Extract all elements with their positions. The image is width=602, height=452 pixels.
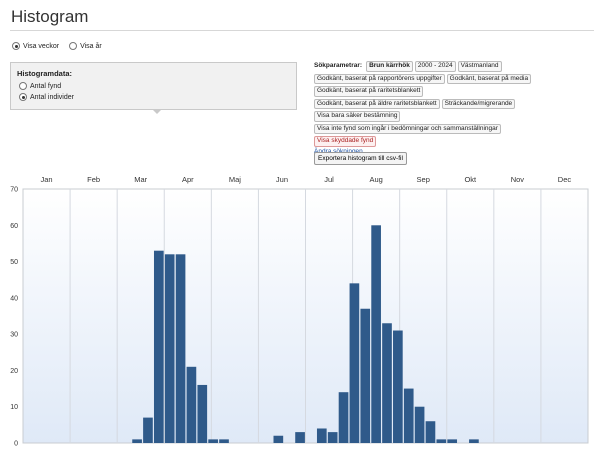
- histogram-bar[interactable]: [425, 421, 436, 443]
- y-tick-label: 30: [10, 332, 18, 339]
- histogram-bar[interactable]: [273, 435, 284, 443]
- search-params-line: Sökparametrar: Brun kärrhök 2000 - 2024 …: [314, 61, 596, 72]
- histogram-bar[interactable]: [349, 283, 360, 443]
- histogram-bar[interactable]: [393, 330, 403, 443]
- change-search-link[interactable]: Ändra sökningen: [314, 147, 363, 155]
- search-params-line: Visa bara säker bestämning: [314, 111, 596, 122]
- histogram-bar[interactable]: [382, 323, 392, 443]
- count-observations-label: Antal fynd: [30, 82, 62, 90]
- histogram-bar[interactable]: [316, 428, 327, 443]
- histogram-bar[interactable]: [197, 384, 208, 443]
- show-weeks-radio[interactable]: [12, 42, 20, 50]
- search-params-line: Visa inte fynd som ingår i bedömningar o…: [314, 123, 596, 134]
- histogram-bar[interactable]: [371, 225, 381, 443]
- histogram-chart: Jan Feb Mar Apr Maj Jun Jul Aug Sep Okt Nov Dec 0 10…: [10, 175, 589, 448]
- month-label: Sep: [417, 175, 430, 184]
- show-years-label: Visa år: [80, 42, 102, 50]
- histogram-data-panel: Histogramdata: Antal fynd Antal individe…: [10, 62, 297, 110]
- show-weeks-label: Visa veckor: [23, 42, 60, 50]
- histogram-bar[interactable]: [219, 439, 229, 443]
- y-tick-label: 10: [10, 404, 18, 411]
- histogram-bar[interactable]: [186, 366, 197, 443]
- count-individuals-option[interactable]: Antal individer: [19, 93, 290, 101]
- region-chip: Västmanland: [457, 61, 502, 72]
- histogram-bar[interactable]: [469, 439, 479, 443]
- page-title: Histogram: [11, 7, 89, 26]
- y-tick-label: 50: [10, 259, 18, 266]
- filter-chip: Sträckande/migrerande: [441, 98, 516, 109]
- title-divider: [10, 30, 594, 31]
- filter-chip: Visa bara säker bestämning: [314, 111, 401, 122]
- period-toggle: Visa veckor Visa år: [12, 42, 102, 50]
- species-chip: Brun kärrhök: [366, 61, 413, 72]
- filter-chip: Visa inte fynd som ingår i bedömningar o…: [314, 123, 501, 134]
- show-years-option[interactable]: Visa år: [69, 42, 102, 50]
- histogram-bar[interactable]: [208, 439, 218, 443]
- month-label: Aug: [369, 175, 382, 184]
- show-weeks-option[interactable]: Visa veckor: [12, 42, 59, 50]
- histogram-bar[interactable]: [338, 392, 349, 443]
- histogram-bar[interactable]: [403, 388, 414, 443]
- histogram-bar[interactable]: [295, 432, 305, 443]
- histogram-data-title: Histogramdata:: [17, 69, 73, 78]
- show-years-radio[interactable]: [69, 42, 78, 50]
- panel-pointer: [152, 109, 162, 114]
- histogram-bar[interactable]: [360, 308, 371, 443]
- count-individuals-label: Antal individer: [30, 93, 74, 101]
- filter-chip: Godkänt, baserat på media: [446, 73, 532, 84]
- y-tick-label: 70: [10, 187, 18, 194]
- month-label: Jul: [324, 175, 334, 184]
- filter-chip: Godkänt, baserat på äldre raritetsblanke…: [314, 98, 440, 109]
- years-chip: 2000 - 2024: [414, 61, 456, 72]
- histogram-bar[interactable]: [164, 254, 175, 443]
- month-label: Nov: [511, 175, 525, 184]
- filter-chip: Godkänt, baserat på raritetsblankett: [314, 86, 424, 97]
- month-label: Apr: [182, 175, 194, 184]
- month-label: Maj: [229, 175, 241, 184]
- y-tick-label: 60: [10, 223, 18, 230]
- export-csv-button[interactable]: Exportera histogram till csv-fil: [314, 152, 407, 165]
- search-params-line: Godkänt, baserat på rapportörens uppgift…: [314, 73, 596, 84]
- search-params-label: Sökparametrar:: [314, 62, 363, 69]
- month-label: Mar: [134, 175, 147, 184]
- histogram-bar[interactable]: [414, 406, 425, 443]
- histogram-bar[interactable]: [153, 250, 164, 443]
- month-label: Dec: [558, 175, 572, 184]
- count-individuals-radio[interactable]: [19, 93, 27, 101]
- month-label: Okt: [464, 175, 477, 184]
- search-parameters: Sökparametrar: Brun kärrhök 2000 - 2024 …: [314, 61, 596, 155]
- month-label: Feb: [87, 175, 100, 184]
- month-label: Jun: [276, 175, 288, 184]
- histogram-bar[interactable]: [436, 439, 447, 443]
- count-observations-radio[interactable]: [19, 82, 27, 90]
- histogram-bar[interactable]: [175, 254, 186, 443]
- histogram-bar[interactable]: [132, 439, 142, 443]
- month-label: Jan: [40, 175, 52, 184]
- search-params-line: Godkänt, baserat på raritetsblankett: [314, 86, 596, 97]
- count-observations-option[interactable]: Antal fynd: [19, 82, 290, 90]
- search-params-line: Visa skyddade fynd: [314, 136, 596, 147]
- histogram-bar[interactable]: [143, 417, 153, 443]
- y-tick-label: 0: [14, 441, 18, 448]
- histogram-bar[interactable]: [327, 432, 338, 443]
- search-params-line: Godkänt, baserat på äldre raritetsblanke…: [314, 98, 596, 109]
- protected-finds-chip: Visa skyddade fynd: [314, 136, 377, 147]
- y-tick-label: 40: [10, 295, 18, 302]
- histogram-bar[interactable]: [447, 439, 458, 443]
- y-tick-label: 20: [10, 368, 18, 375]
- filter-chip: Godkänt, baserat på rapportörens uppgift…: [314, 73, 445, 84]
